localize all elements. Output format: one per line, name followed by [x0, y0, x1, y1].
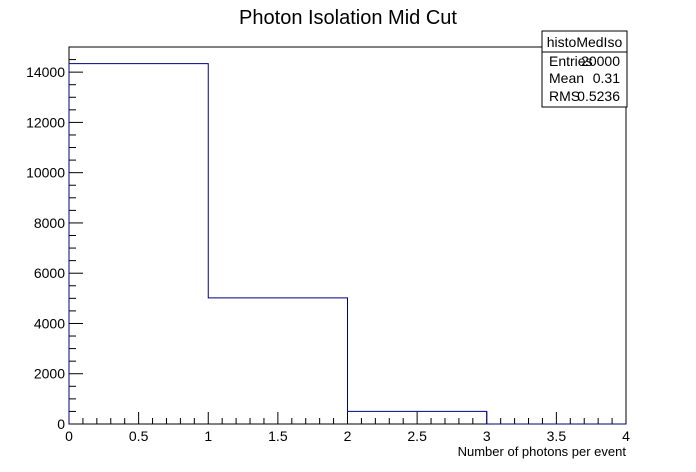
stats-rms-label: RMS — [549, 88, 580, 104]
y-tick-label: 4000 — [34, 315, 65, 331]
y-tick-label: 8000 — [34, 215, 65, 231]
y-tick-label: 2000 — [34, 366, 65, 382]
stats-rms-value: 0.5236 — [577, 88, 620, 104]
y-tick-label: 14000 — [26, 64, 65, 80]
y-tick-label: 0 — [57, 416, 65, 432]
histogram-series-line — [68, 63, 626, 425]
y-tick-label: 12000 — [26, 114, 65, 130]
stats-box: histoMedIso Entries 20000 Mean 0.31 RMS … — [541, 30, 628, 108]
x-tick-label: 0 — [65, 428, 73, 444]
x-tick-label: 3 — [483, 428, 491, 444]
stats-box-frame — [541, 30, 628, 108]
stats-entries-label: Entries — [549, 53, 593, 69]
histogram-bin-0 — [69, 64, 208, 424]
y-tick-label: 10000 — [26, 165, 65, 181]
x-tick-label: 1 — [204, 428, 212, 444]
x-axis: 0 0.5 1 1.5 2 2.5 3 3.5 4 — [65, 412, 630, 444]
stats-box-name: histoMedIso — [547, 34, 623, 50]
chart-title: Photon Isolation Mid Cut — [239, 7, 457, 29]
stats-entries-value: 20000 — [581, 53, 620, 69]
x-tick-label: 2 — [344, 428, 352, 444]
y-axis: 0 2000 4000 6000 8000 10000 12000 14000 — [26, 46, 83, 432]
x-tick-label: 4 — [622, 428, 630, 444]
y-tick-label: 6000 — [34, 265, 65, 281]
stats-mean-label: Mean — [549, 70, 584, 86]
x-tick-label: 1.5 — [268, 428, 288, 444]
histogram-bin-1 — [208, 298, 347, 424]
x-tick-label: 0.5 — [129, 428, 149, 444]
x-tick-label: 3.5 — [547, 428, 567, 444]
x-tick-label: 2.5 — [407, 428, 427, 444]
stats-mean-value: 0.31 — [593, 70, 620, 86]
x-axis-label: Number of photons per event — [458, 444, 627, 459]
